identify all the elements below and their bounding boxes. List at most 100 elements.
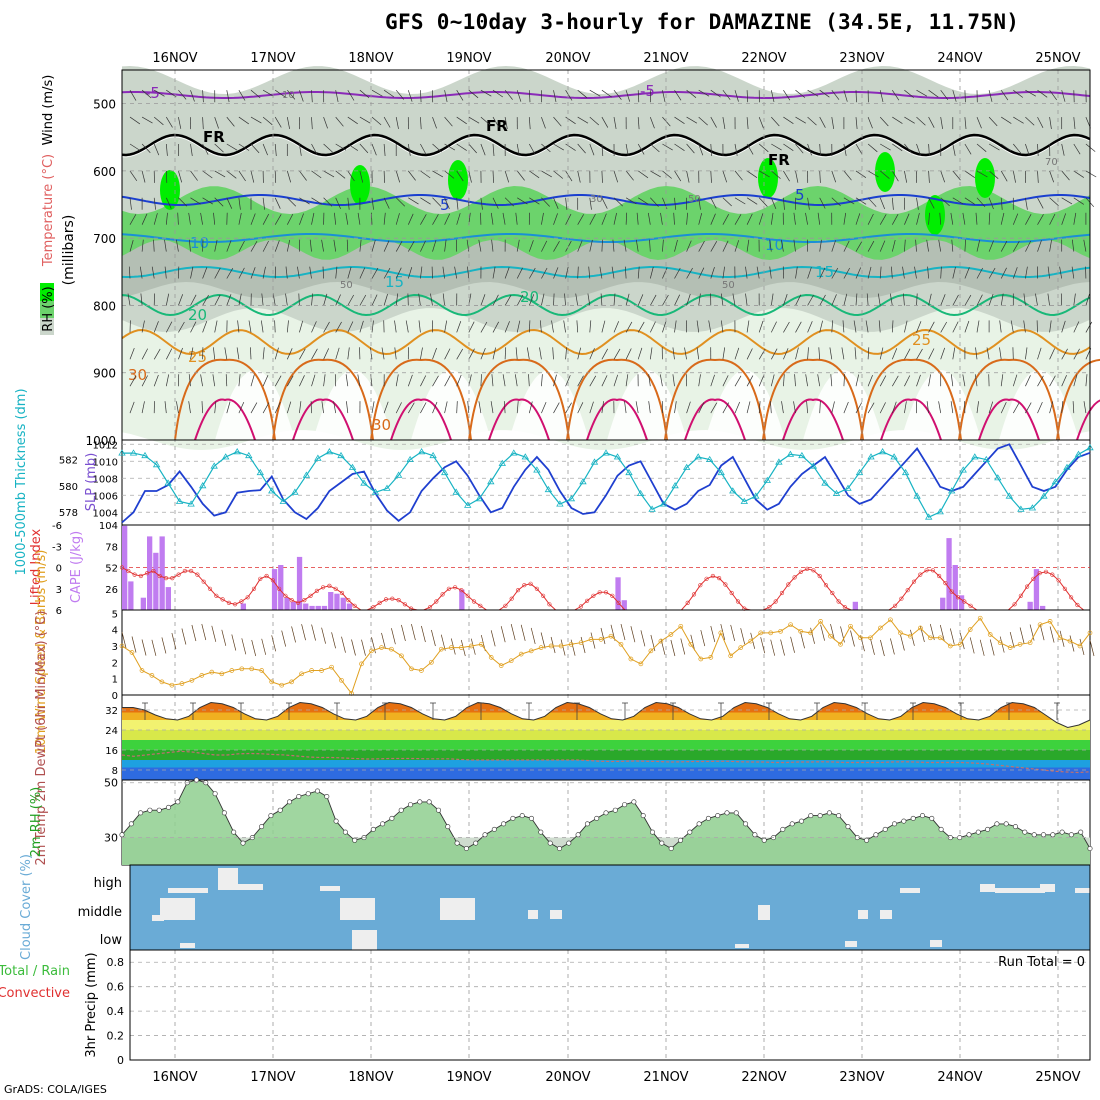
lifted-marker	[126, 568, 131, 574]
cloud-block	[440, 898, 475, 920]
lifted-marker	[779, 590, 785, 596]
wind-barb	[952, 170, 961, 181]
wind-barb	[1012, 374, 1018, 387]
wind-barb	[323, 143, 333, 153]
wind-barb	[770, 90, 775, 102]
thickness-marker	[717, 468, 725, 476]
wind-barb	[865, 320, 869, 333]
wind-barb	[625, 197, 637, 205]
wind-speed-marker	[119, 643, 125, 649]
wind-barb	[226, 90, 230, 103]
thickness-marker	[1063, 463, 1071, 470]
wind-barb-10m	[510, 624, 516, 641]
wind-barb	[841, 347, 845, 360]
wind-barb	[879, 347, 884, 360]
wind-barb	[129, 375, 137, 387]
wind-barb	[286, 348, 293, 360]
rh-contour-label: 30	[590, 194, 603, 205]
wind-barb-10m	[500, 626, 506, 643]
wind-barb	[952, 197, 964, 205]
wind-barb	[214, 116, 219, 129]
wind-barb	[686, 89, 697, 98]
wind-barb	[553, 170, 564, 179]
wind-barb	[649, 116, 655, 129]
lifted-marker	[145, 571, 150, 576]
wind-speed-marker	[868, 635, 873, 641]
wind-barb	[878, 320, 881, 333]
wind-barb	[831, 401, 835, 414]
wind-speed-marker	[668, 632, 674, 637]
wind-barb	[952, 143, 956, 156]
wind-barb	[1061, 213, 1067, 225]
wind-speed-marker	[409, 666, 414, 672]
wind-barb	[262, 240, 269, 252]
wind-barb	[842, 320, 845, 333]
wind-barb	[819, 401, 821, 414]
lifted-marker	[578, 604, 584, 609]
temp-band	[122, 720, 1090, 730]
wind-barb	[795, 321, 802, 333]
wind-barb	[722, 266, 725, 279]
wind-barb	[686, 240, 692, 252]
wind-barb	[248, 320, 252, 333]
wind-barb-10m	[381, 632, 386, 649]
wind-barb	[565, 213, 572, 225]
wind-barb	[783, 321, 790, 333]
wind-barb	[674, 90, 682, 101]
thickness-marker	[152, 461, 161, 468]
cape-bar	[147, 536, 153, 610]
wind-barb	[178, 117, 182, 129]
thickness-marker	[602, 449, 610, 456]
wind-barb	[611, 266, 615, 279]
top-date-label: 18NOV	[348, 51, 393, 66]
wind-barb	[722, 375, 729, 387]
wind-barb	[565, 90, 573, 101]
cloud-block	[168, 888, 208, 893]
wind-barb	[250, 267, 256, 279]
lifted-marker	[610, 593, 615, 598]
wind-barb-10m	[1089, 639, 1095, 657]
wind-barb-10m	[780, 639, 785, 656]
isotherm-30	[272, 358, 374, 441]
wind-barb	[686, 293, 691, 306]
wind-barb	[745, 266, 748, 279]
lifted-marker	[314, 588, 320, 594]
wind-barb	[999, 320, 1002, 333]
wind-barb	[722, 347, 726, 360]
wind-barb	[456, 374, 462, 387]
wind-barb	[480, 116, 491, 126]
wind-barb	[165, 143, 168, 156]
isotherm-30	[566, 358, 668, 441]
wind-barb	[323, 170, 335, 178]
wind-barb-10m	[730, 624, 736, 641]
wind-barb	[696, 347, 700, 360]
isotherm-label: 20	[188, 306, 207, 324]
thickness-marker	[1074, 450, 1083, 457]
wind-barb-10m	[321, 627, 326, 644]
wind-speed-marker	[269, 679, 275, 685]
rh2m-marker	[612, 807, 618, 813]
wind-barb	[539, 347, 542, 360]
thickness-marker	[786, 450, 795, 457]
rh2m-marker	[463, 845, 469, 851]
wind-barb	[819, 89, 830, 98]
wind-barb	[601, 143, 604, 157]
wind-barb	[311, 143, 318, 155]
wind-barb-10m	[760, 637, 766, 654]
thickness-marker	[752, 492, 760, 499]
wind-barb	[915, 239, 917, 252]
wind-barb	[408, 197, 419, 205]
isotherm-label: FR	[486, 117, 508, 135]
wind-barb	[347, 294, 355, 306]
rh2m-marker	[175, 799, 181, 805]
wind-speed-marker	[1047, 619, 1053, 624]
wind-barb	[625, 293, 630, 306]
lifted-marker	[786, 582, 791, 587]
wind-barb-10m	[261, 638, 267, 655]
wind-barb	[153, 143, 160, 156]
wind-barb	[916, 348, 923, 360]
lifted-marker	[597, 590, 602, 595]
wind-barb	[674, 294, 681, 306]
lifted-marker	[949, 589, 954, 594]
wind-barb	[940, 294, 946, 306]
